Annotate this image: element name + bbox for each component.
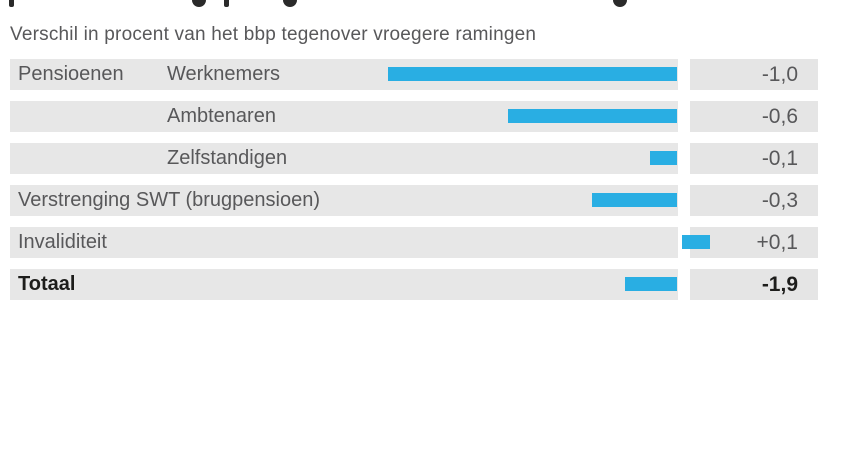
- title-descender-mark: [283, 0, 297, 7]
- row-item-label: Zelfstandigen: [167, 147, 288, 169]
- chart-row-verstrenging-swt: Verstrenging SWT (brugpensioen) -0,3: [10, 185, 818, 216]
- title-descender-mark: [613, 0, 627, 7]
- chart-row-invaliditeit: Invaliditeit +0,1: [10, 227, 818, 258]
- chart-subtitle: Verschil in procent van het bbp tegenove…: [10, 24, 537, 45]
- bar-werknemers: [388, 67, 677, 81]
- bar-ambtenaren: [508, 109, 677, 123]
- title-descender-mark: [224, 0, 229, 7]
- value-cell: -1,9: [690, 269, 818, 300]
- cropped-title-fragment: [0, 0, 850, 9]
- row-group-label: Invaliditeit: [18, 231, 107, 253]
- chart-row-totaal: Totaal -1,9: [10, 269, 818, 300]
- row-band: [10, 185, 678, 216]
- row-item-label: Ambtenaren: [167, 105, 276, 127]
- value-cell: -0,1: [690, 143, 818, 174]
- bar-zelfstandigen: [650, 151, 677, 165]
- value-cell: -0,6: [690, 101, 818, 132]
- row-group-label: Pensioenen: [18, 63, 124, 85]
- value-cell: -0,3: [690, 185, 818, 216]
- row-item-label: Werknemers: [167, 63, 280, 85]
- value-cell: -1,0: [690, 59, 818, 90]
- row-band: [10, 143, 678, 174]
- chart-row-zelfstandigen: Zelfstandigen -0,1: [10, 143, 818, 174]
- row-group-label: Totaal: [18, 273, 76, 295]
- chart-row-ambtenaren: Ambtenaren -0,6: [10, 101, 818, 132]
- chart-row-werknemers: Pensioenen Werknemers -1,0: [10, 59, 818, 90]
- bar-verstrenging-swt: [592, 193, 677, 207]
- row-band: [10, 269, 678, 300]
- row-band: [10, 227, 678, 258]
- value-cell: +0,1: [690, 227, 818, 258]
- bar-totaal: [625, 277, 677, 291]
- bar-invaliditeit: [682, 235, 710, 249]
- title-descender-mark: [9, 0, 14, 7]
- row-group-label: Verstrenging SWT (brugpensioen): [18, 189, 321, 211]
- title-descender-mark: [192, 0, 206, 7]
